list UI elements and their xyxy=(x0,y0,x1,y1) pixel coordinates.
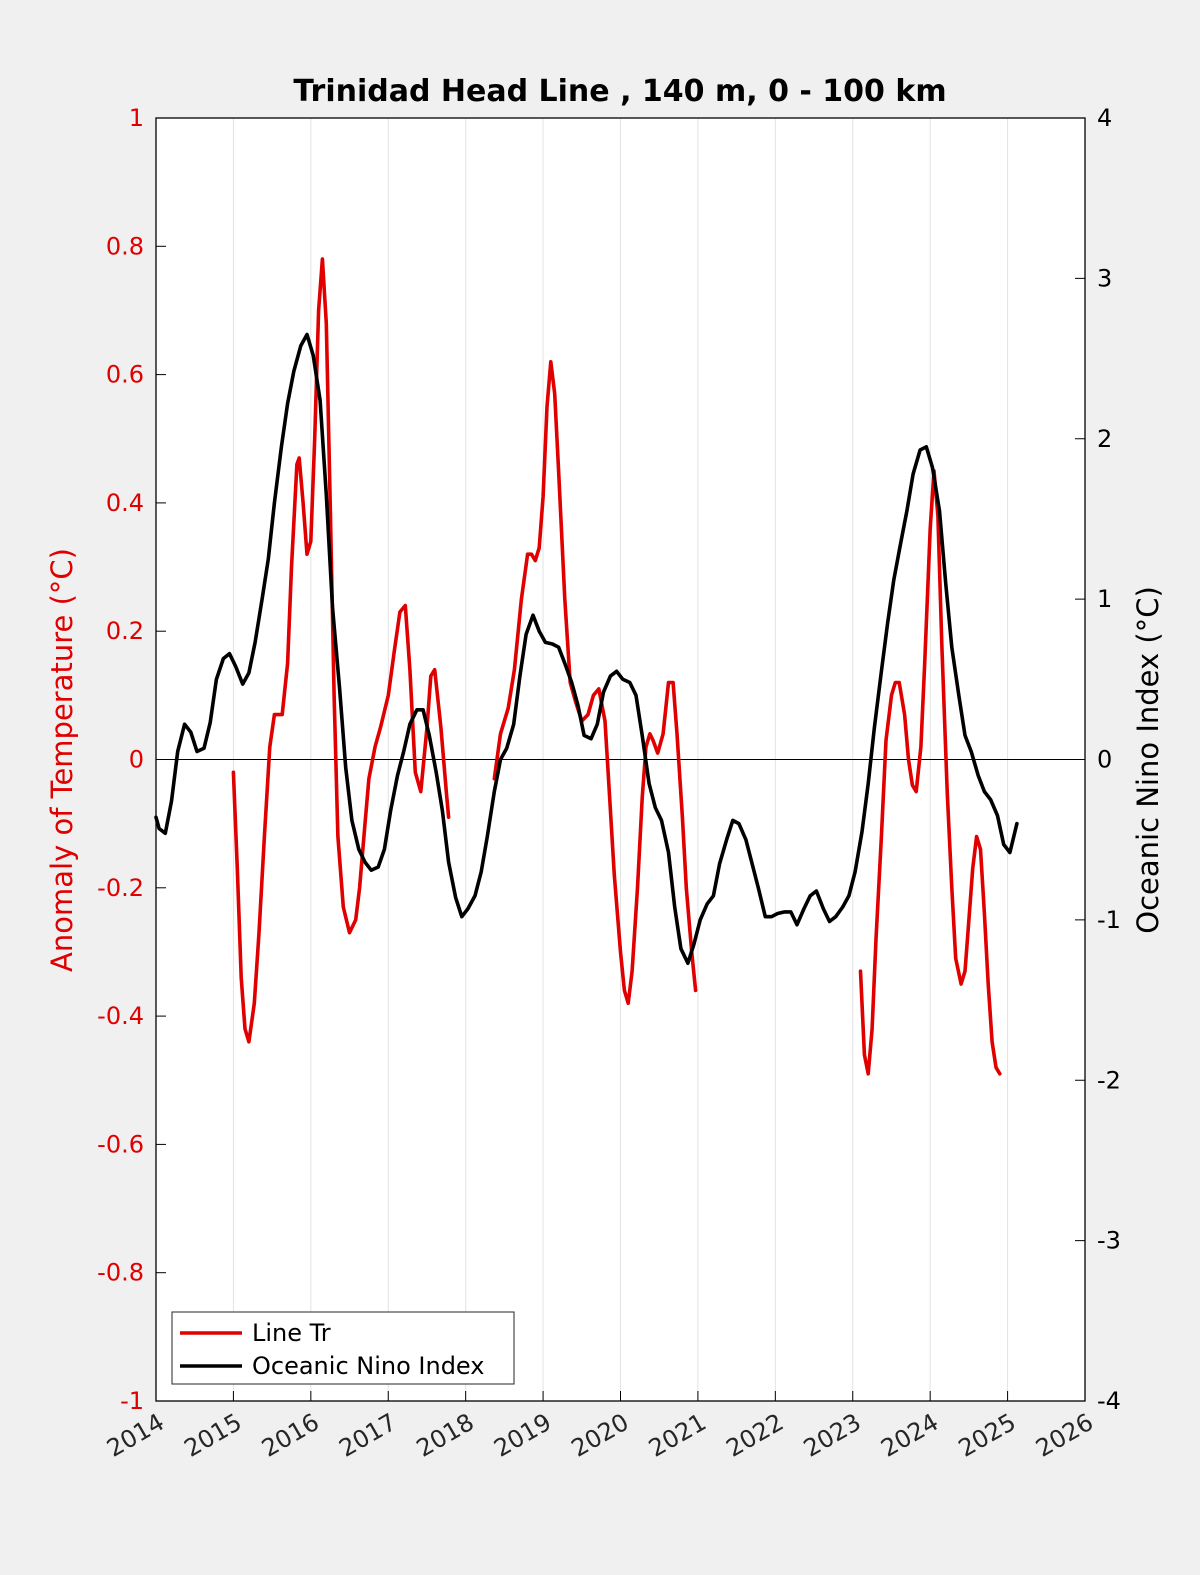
right-tick-label: 1 xyxy=(1097,585,1112,613)
right-tick-label: 0 xyxy=(1097,746,1112,774)
legend-label-oni: Oceanic Nino Index xyxy=(252,1352,484,1380)
y-axis-label-right: Oceanic Nino Index (°C) xyxy=(1131,586,1165,934)
right-tick-label: -4 xyxy=(1097,1387,1121,1415)
y-axis-label-left: Anomaly of Temperature (°C) xyxy=(45,548,79,972)
right-tick-label: 4 xyxy=(1097,104,1112,132)
left-tick-label: -0.6 xyxy=(97,1130,144,1158)
line-tr-segment-3 xyxy=(858,469,1002,1076)
right-tick-label: -2 xyxy=(1097,1066,1121,1094)
left-axis-ticks: -1 -0.8 -0.6 -0.4 -0.2 0 0.2 0.4 0.6 0.8 1 xyxy=(97,104,166,1415)
right-tick-label: 3 xyxy=(1097,264,1112,292)
left-tick-label: -0.2 xyxy=(97,874,144,902)
left-tick-label: 0.8 xyxy=(106,232,144,260)
series-oni xyxy=(154,332,1019,965)
left-tick-label: 1 xyxy=(129,104,144,132)
oni-segment-1 xyxy=(154,332,1019,965)
left-tick-label: 0 xyxy=(129,746,144,774)
legend-label-line-tr: Line Tr xyxy=(252,1319,331,1347)
left-tick-label: 0.6 xyxy=(106,361,144,389)
right-tick-label: 2 xyxy=(1097,425,1112,453)
left-tick-label: -0.4 xyxy=(97,1002,144,1030)
line-tr-segment-1 xyxy=(231,257,451,1044)
chart-title: Trinidad Head Line , 140 m, 0 - 100 km xyxy=(293,74,946,109)
left-tick-label: -1 xyxy=(120,1387,144,1415)
right-tick-label: -1 xyxy=(1097,906,1121,934)
legend-box xyxy=(171,1311,515,1385)
right-axis-ticks: -4 -3 -2 -1 0 1 2 3 4 xyxy=(1075,104,1121,1415)
left-tick-label: 0.4 xyxy=(106,489,144,517)
legend: Line Tr Oceanic Nino Index xyxy=(171,1311,515,1385)
right-tick-label: -3 xyxy=(1097,1227,1121,1255)
left-tick-label: 0.2 xyxy=(106,617,144,645)
left-tick-label: -0.8 xyxy=(97,1259,144,1287)
